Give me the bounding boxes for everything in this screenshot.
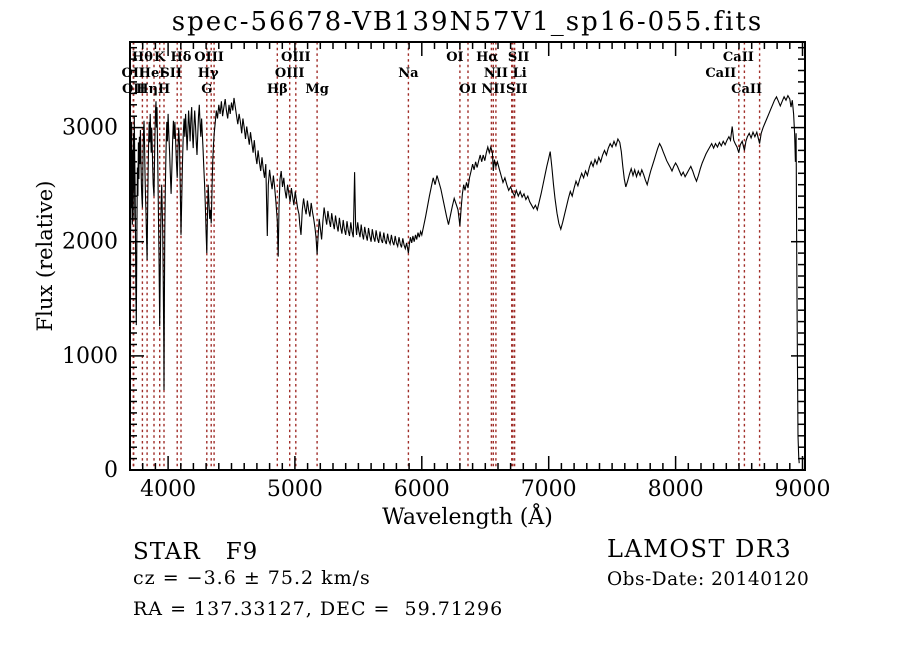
line-label-Hγ: Hγ [198, 66, 219, 81]
line-label-SII: SII [506, 82, 528, 97]
y-tick-label: 1000 [62, 344, 118, 369]
line-label-OII: OII [122, 66, 146, 81]
x-tick-label: 4000 [140, 477, 196, 502]
y-axis-label: Flux (relative) [33, 181, 57, 332]
line-label-H: H [158, 82, 170, 97]
line-label-NII: NII [481, 82, 505, 97]
line-label-SII: SII [160, 66, 182, 81]
line-label-K: K [154, 50, 166, 65]
ra-dec-coordinates: RA = 137.33127, DEC = 59.71296 [133, 598, 504, 620]
line-label-G: G [201, 82, 212, 97]
line-label-NII: NII [484, 66, 508, 81]
line-label-Hδ: Hδ [171, 50, 192, 65]
x-tick-label: 6000 [394, 477, 450, 502]
line-label-CaII: CaII [731, 82, 762, 97]
line-label-Mg: Mg [305, 82, 328, 97]
x-axis-label: Wavelength (Å) [382, 502, 553, 530]
line-label-Hα: Hα [476, 50, 498, 65]
x-tick-label: 7000 [521, 477, 577, 502]
y-tick-label: 0 [104, 458, 118, 483]
x-tick-label: 5000 [267, 477, 323, 502]
line-label-OIII: OIII [194, 50, 224, 65]
plot-title: spec-56678-VB139N57V1_sp16-055.fits [171, 7, 764, 37]
y-tick-labels: 0 1000 2000 3000 [62, 116, 118, 483]
line-label-OII: OII [122, 82, 146, 97]
line-label-OI: OI [459, 82, 476, 97]
line-label-Hθ: Hθ [132, 50, 153, 65]
plot-frame [129, 41, 806, 471]
survey-name: LAMOST DR3 [607, 535, 793, 563]
line-label-CaII: CaII [705, 66, 736, 81]
line-label-CaII: CaII [723, 50, 754, 65]
line-label-SII: SII [508, 50, 530, 65]
line-label-OIII: OIII [275, 66, 305, 81]
observation-date: Obs-Date: 20140120 [607, 569, 810, 590]
line-label-Li: Li [513, 66, 527, 81]
line-label-Hη: Hη [136, 82, 158, 97]
line-label-Na: Na [398, 66, 419, 81]
x-tick-labels: 4000 5000 6000 7000 8000 9000 [140, 477, 830, 502]
line-label-OIII: OIII [281, 50, 311, 65]
x-tick-label: 9000 [775, 477, 831, 502]
line-label-OI: OI [446, 50, 463, 65]
y-tick-label: 3000 [62, 116, 118, 141]
spectral-line-markers [132, 42, 761, 470]
axis-ticks [129, 42, 805, 471]
radial-velocity: cz = −3.6 ± 75.2 km/s [133, 567, 371, 589]
spectrum-trace [129, 94, 800, 464]
star-classification: STAR F9 [133, 539, 259, 565]
line-label-HeI: HeI [139, 66, 166, 81]
x-tick-label: 8000 [648, 477, 704, 502]
y-tick-label: 2000 [62, 230, 118, 255]
line-label-Hβ: Hβ [267, 82, 288, 97]
